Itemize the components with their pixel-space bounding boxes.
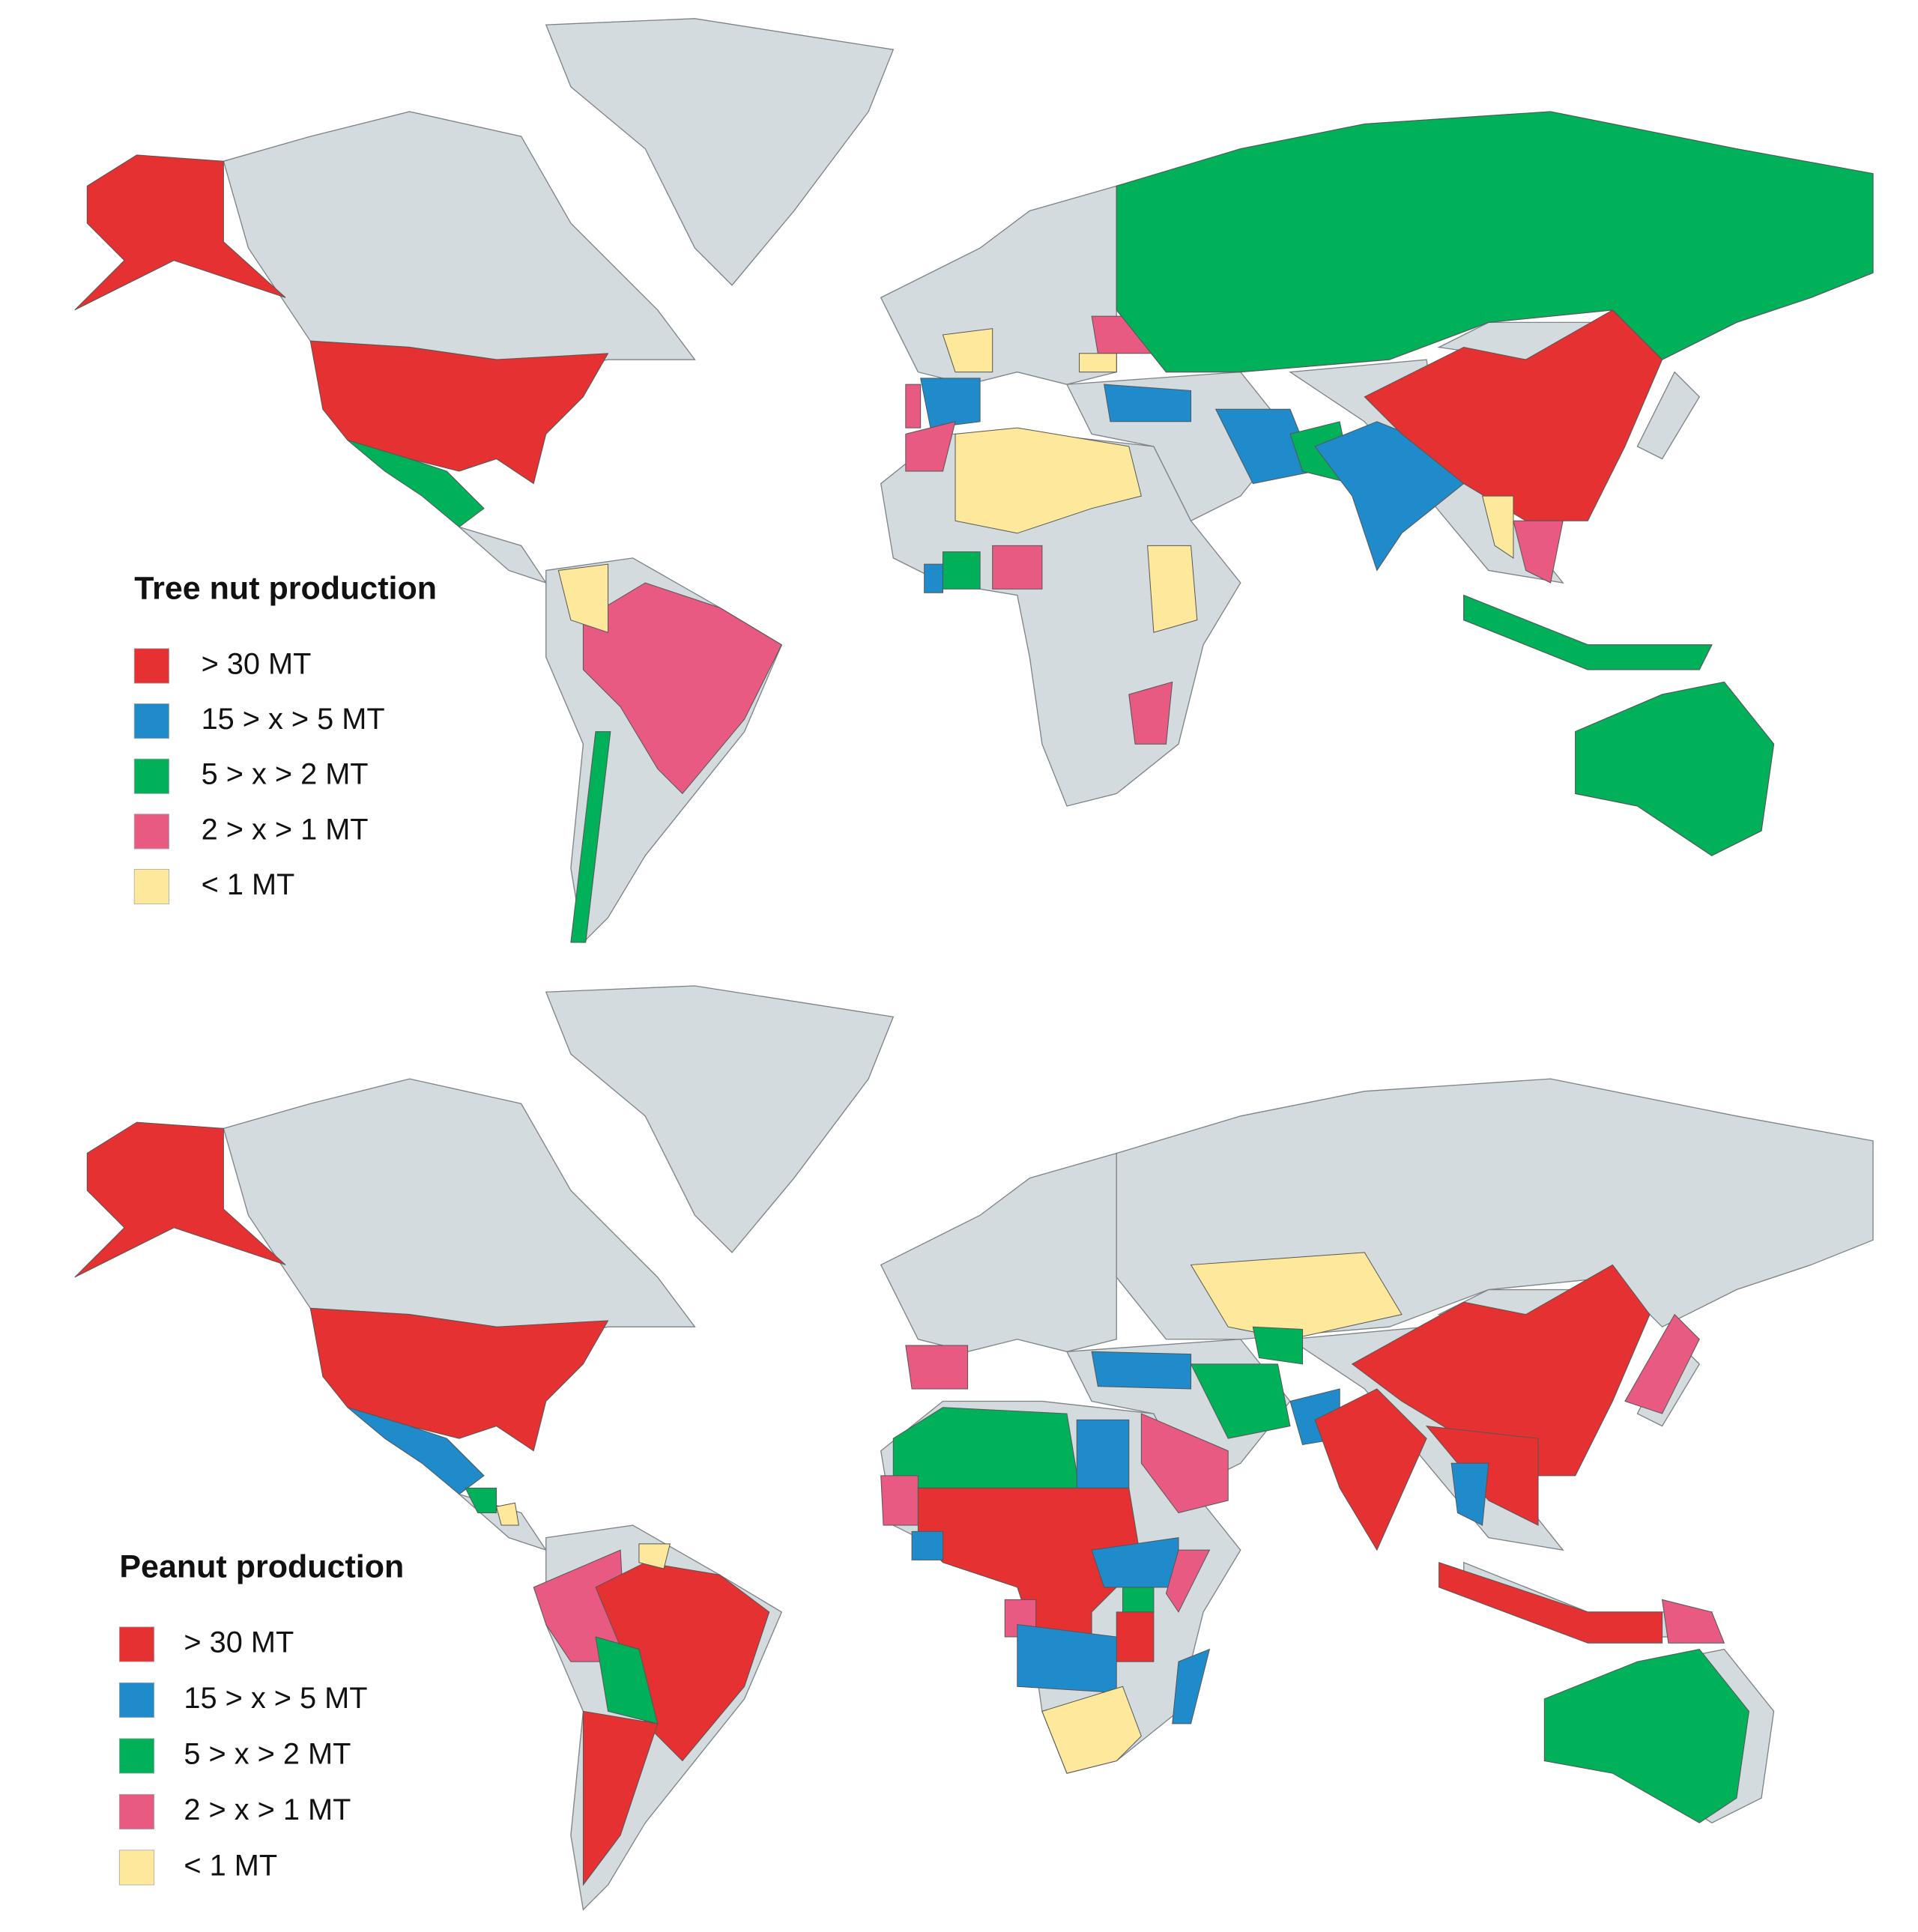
country-region	[1079, 353, 1117, 373]
legend-swatch	[118, 1850, 155, 1886]
country-region	[1076, 1419, 1130, 1489]
country-region	[905, 384, 922, 429]
legend-label: 15 > x > 5 MT	[184, 1682, 367, 1715]
country-region	[905, 1345, 969, 1390]
country-region	[1147, 545, 1198, 633]
peanut-regions	[74, 1121, 1749, 1886]
country-region	[911, 1530, 943, 1560]
country-region	[942, 551, 981, 590]
country-region	[1091, 1351, 1192, 1390]
country-region	[1128, 681, 1173, 745]
country-region	[920, 378, 981, 429]
country-region	[1351, 1264, 1651, 1477]
country-region	[1172, 1648, 1211, 1724]
country-region	[1463, 594, 1713, 670]
country-region	[1122, 1587, 1155, 1613]
country-region	[1190, 1252, 1403, 1340]
country-region	[1481, 495, 1514, 559]
legend-swatch	[118, 1738, 155, 1774]
legend: Tree nut production > 30 MT 15 > x > 5 MT 5…	[133, 570, 437, 905]
country-region	[638, 1543, 671, 1569]
country-region	[1364, 309, 1663, 521]
country-region	[1661, 1599, 1725, 1644]
country-region	[533, 1549, 627, 1662]
legend-label: 5 > x > 2 MT	[202, 758, 369, 791]
legend-label: < 1 MT	[202, 868, 295, 901]
country-region	[570, 731, 611, 943]
country-region	[1438, 1562, 1663, 1644]
country-region	[1314, 1388, 1427, 1551]
country-region	[1575, 681, 1775, 856]
country-region	[942, 328, 993, 373]
country-region	[1450, 1462, 1489, 1526]
country-region	[1513, 520, 1564, 584]
legend-label: > 30 MT	[184, 1626, 294, 1659]
country-region	[582, 582, 782, 795]
legend-label: 5 > x > 2 MT	[184, 1737, 351, 1770]
country-region	[1190, 1363, 1291, 1439]
country-region	[465, 1487, 497, 1513]
country-region	[880, 1475, 919, 1526]
legend-label: > 30 MT	[202, 647, 312, 680]
country-region	[1017, 1623, 1117, 1694]
tree-nut-regions	[74, 111, 1874, 943]
legend-swatch	[133, 868, 169, 905]
country-region	[557, 563, 609, 633]
legend-label: < 1 MT	[184, 1849, 277, 1882]
country-region	[992, 545, 1043, 590]
country-region	[905, 421, 956, 472]
country-region	[1140, 1413, 1229, 1514]
country-region	[74, 154, 286, 311]
country-region	[309, 340, 609, 485]
legend-title: Peanut production	[119, 1548, 404, 1584]
country-region	[347, 440, 485, 528]
country-region	[1104, 384, 1192, 423]
legend-title: Tree nut production	[134, 570, 437, 606]
country-region	[1116, 1611, 1155, 1662]
legend-label: 15 > x > 5 MT	[202, 703, 385, 736]
legend-swatch	[118, 1682, 155, 1718]
country-region	[1041, 1686, 1142, 1774]
country-region	[74, 1121, 286, 1278]
country-region	[347, 1407, 485, 1495]
country-region	[1165, 1549, 1211, 1613]
legend-swatch	[118, 1626, 155, 1662]
country-region	[955, 427, 1142, 534]
country-region	[495, 1502, 519, 1526]
country-region	[1624, 1313, 1700, 1414]
country-region	[1116, 111, 1874, 373]
country-region	[582, 1710, 659, 1886]
legend-label: 2 > x > 1 MT	[202, 813, 369, 846]
legend-swatch	[133, 648, 169, 684]
legend-label: 2 > x > 1 MT	[184, 1793, 351, 1826]
country-region	[1543, 1649, 1749, 1823]
legend: Peanut production > 30 MT 15 > x > 5 MT 5 >…	[118, 1548, 404, 1886]
country-region	[1252, 1326, 1304, 1365]
legend-swatch	[133, 703, 169, 739]
country-region	[924, 563, 943, 593]
peanut-map	[74, 985, 1874, 1910]
legend-swatch	[133, 758, 169, 794]
legend-swatch	[118, 1793, 155, 1830]
country-region	[1314, 421, 1465, 572]
country-region	[309, 1307, 609, 1452]
legend-swatch	[133, 814, 169, 850]
